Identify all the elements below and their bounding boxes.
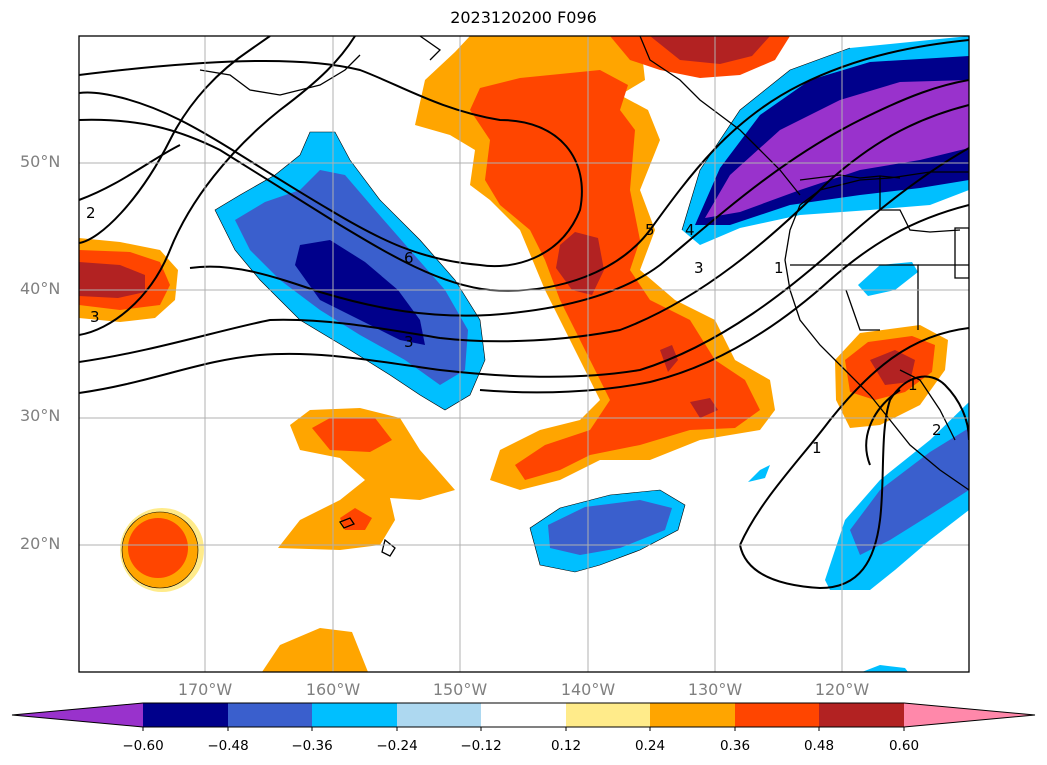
positive-anomaly-west-peak (79, 262, 145, 298)
colorbar-tick-label: 0.24 (634, 738, 666, 754)
lat-label-30n: 30°N (20, 406, 61, 425)
positive-anomaly-central-peak1 (556, 232, 604, 295)
contour-label: 2 (86, 204, 96, 222)
lon-label-170w: 170°W (177, 680, 233, 699)
colorbar-extend-high (904, 703, 1035, 727)
colorbar (11, 702, 1036, 731)
contour-label: 1 (774, 259, 784, 277)
lon-label-130w: 130°W (687, 680, 743, 699)
colorbar-tick-label: 0.48 (803, 738, 835, 754)
map-frame (78, 35, 970, 673)
colorbar-tick-label: −0.24 (376, 738, 418, 754)
contour-label: 1 (812, 439, 822, 457)
positive-anomaly-central-core (470, 70, 760, 480)
coastline (199, 36, 969, 557)
positive-anomaly-subtropic-core (312, 418, 392, 452)
gridlines (79, 36, 969, 672)
lon-label-140w: 140°W (560, 680, 616, 699)
contour-label: 3 (90, 308, 100, 326)
colorbar-tick-label: −0.48 (207, 738, 249, 754)
colorbar-tick-label: −0.60 (122, 738, 164, 754)
positive-anomaly-subtropic-core2 (340, 508, 372, 530)
positive-anomaly-subtropic (278, 408, 455, 550)
shaded-fields: 2 3 6 3 5 4 3 1 1 1 2 (79, 36, 969, 672)
contour-labels: 2 3 6 3 5 4 3 1 1 1 2 (86, 204, 942, 457)
anomaly-outlines (121, 47, 851, 589)
negative-anomaly-small (858, 262, 918, 296)
colorbar-tick-label: 0.60 (888, 738, 920, 754)
negative-anomaly-jet-peak (705, 80, 969, 218)
contour-label: 5 (645, 221, 655, 239)
lat-label-40n: 40°N (20, 279, 61, 298)
lat-label-20n: 20°N (20, 534, 61, 553)
lon-label-160w: 160°W (305, 680, 361, 699)
negative-anomaly-trough-peak (295, 240, 425, 345)
contour-label: 3 (404, 333, 414, 351)
positive-anomaly-north-peak (650, 36, 770, 64)
map-title: 2023120200 F096 (450, 8, 597, 27)
contour-label: 6 (404, 249, 414, 267)
contour-label: 4 (685, 221, 695, 239)
contour-label: 1 (908, 376, 918, 394)
positive-anomaly-central-peak3 (690, 398, 718, 418)
colorbar-tick-label: 0.12 (550, 738, 582, 754)
lat-label-50n: 50°N (20, 152, 61, 171)
positive-anomaly-south (262, 628, 368, 672)
colorbar-extend-low (12, 703, 143, 727)
lon-label-150w: 150°W (432, 680, 488, 699)
colorbar-tick-label: −0.36 (291, 738, 333, 754)
contour-label: 2 (932, 421, 942, 439)
lon-label-120w: 120°W (814, 680, 870, 699)
contour-label: 3 (694, 259, 704, 277)
colorbar-tick-label: −0.12 (460, 738, 502, 754)
colorbar-tick-label: 0.36 (719, 738, 751, 754)
